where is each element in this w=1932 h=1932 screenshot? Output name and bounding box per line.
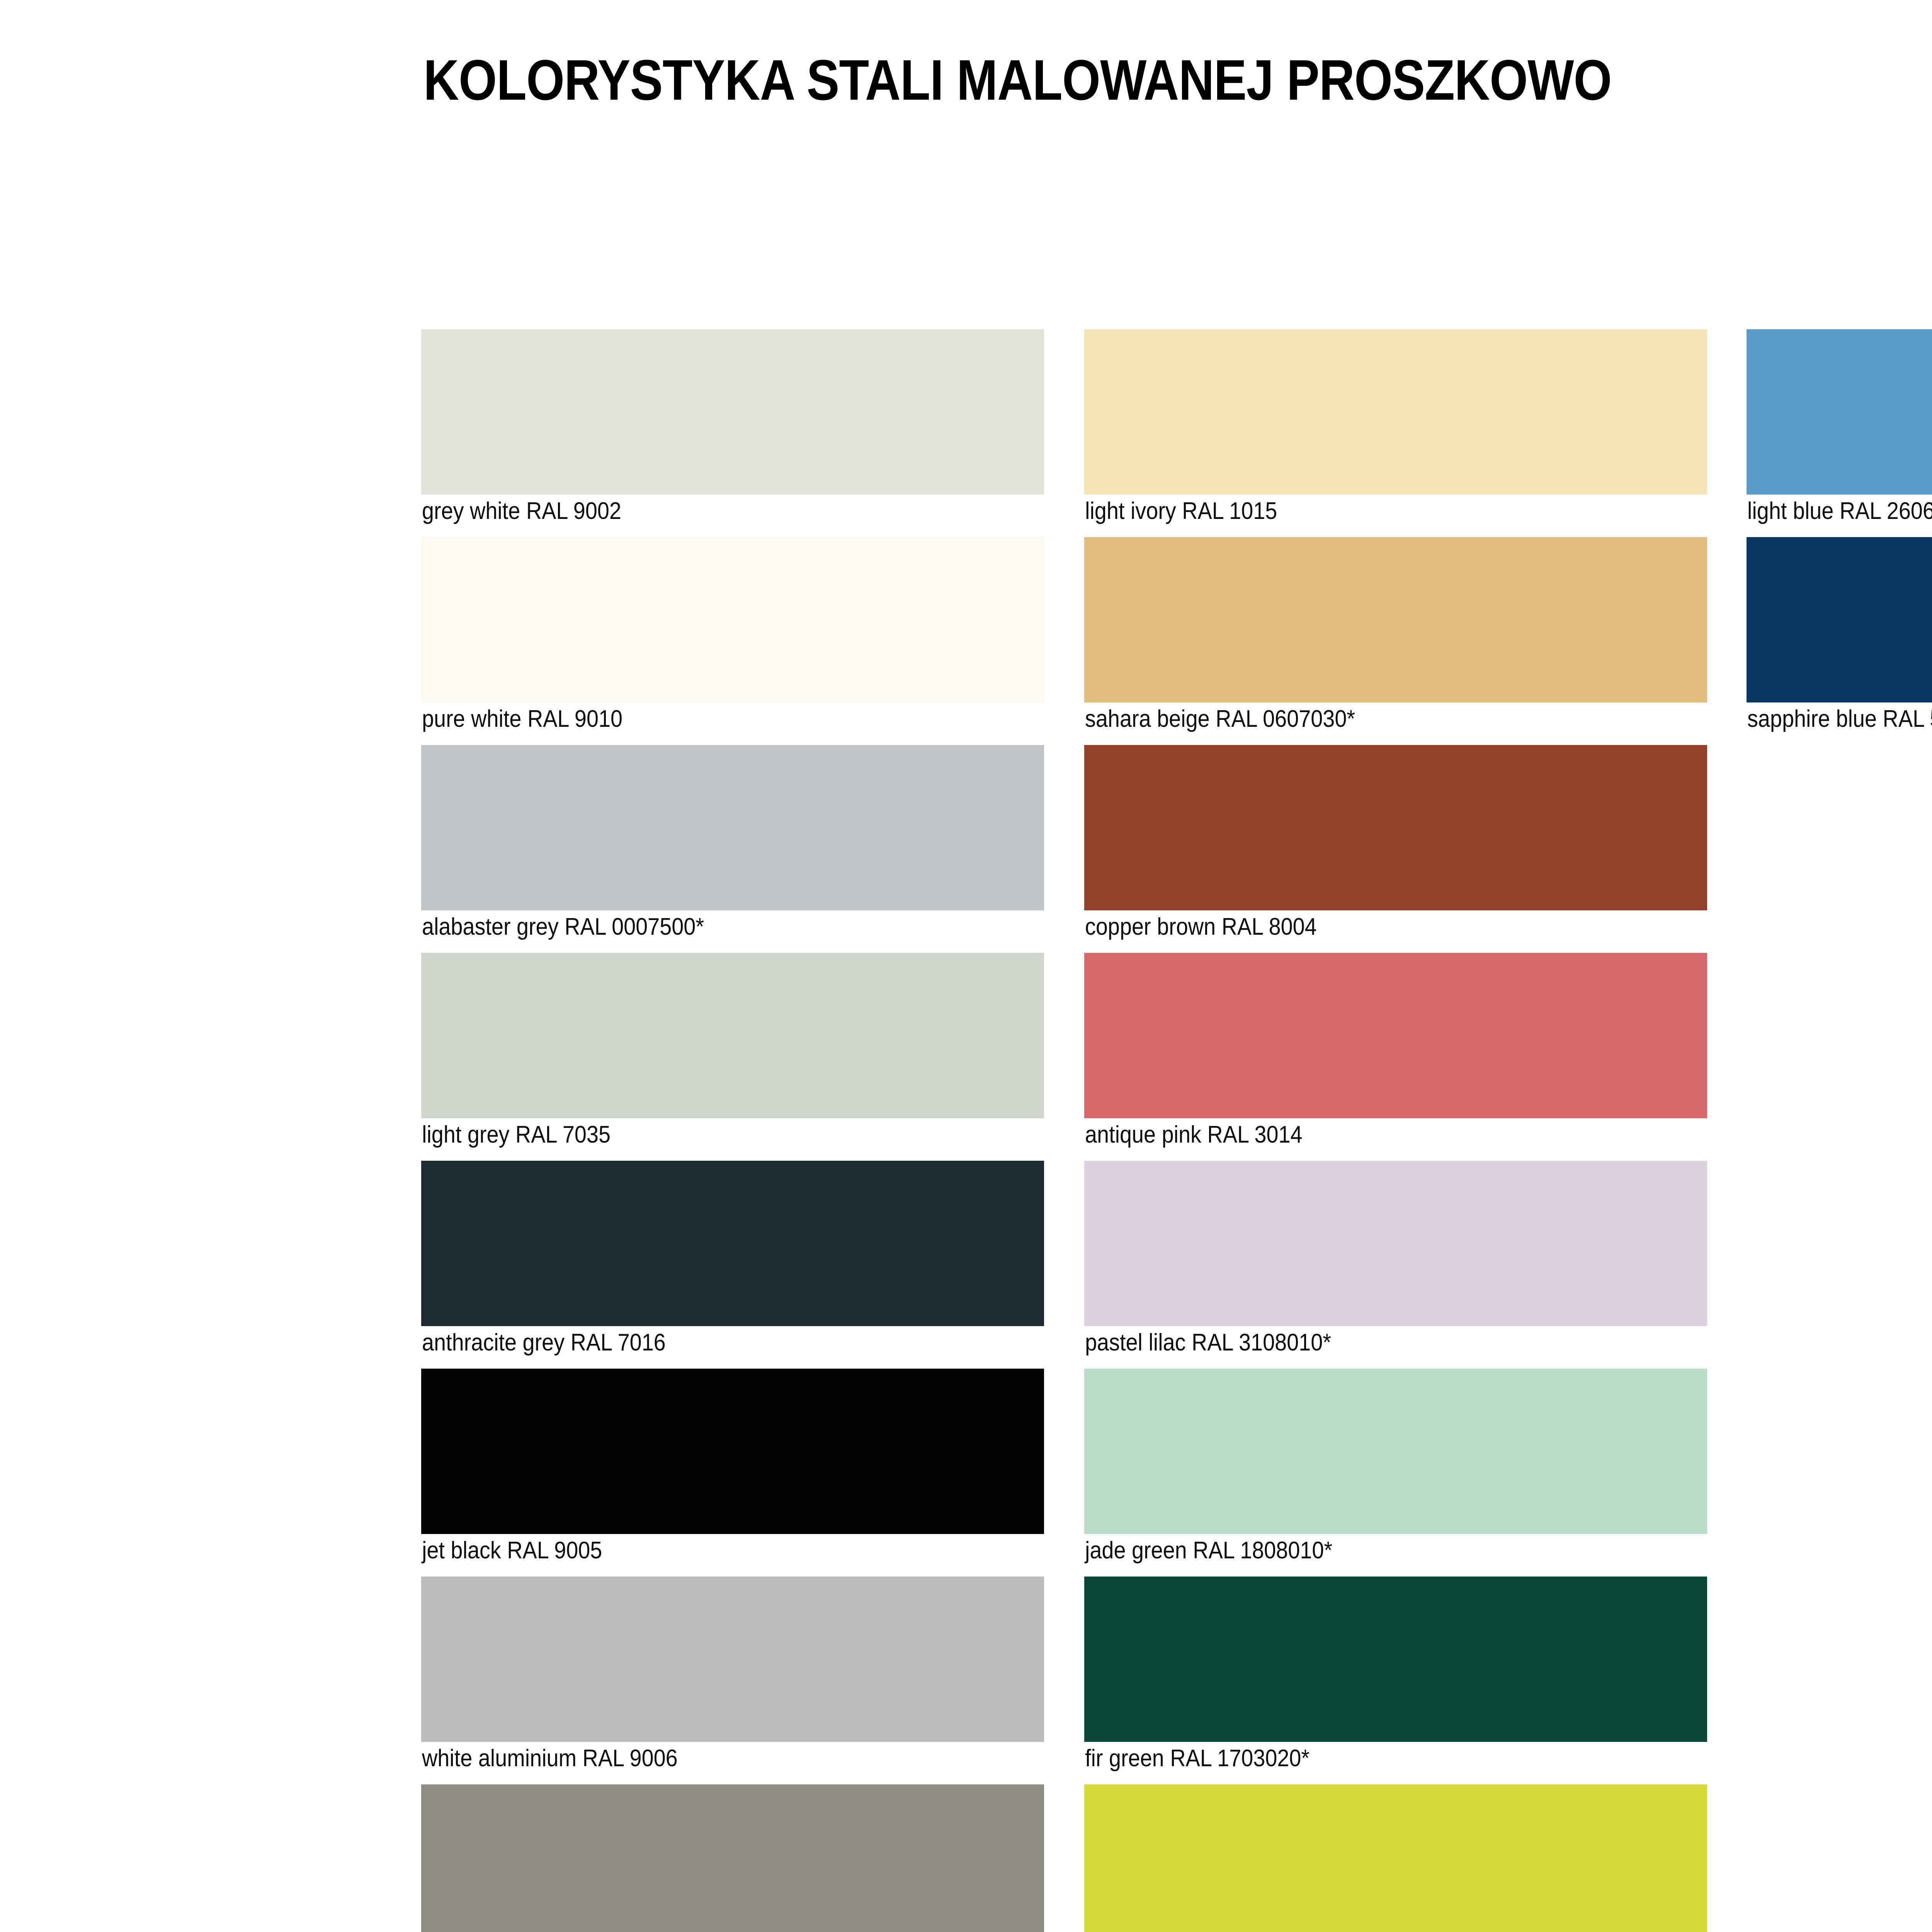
swatch-label: pastel lilac RAL 3108010* bbox=[1085, 1329, 1331, 1356]
color-chip[interactable] bbox=[1747, 329, 1932, 495]
swatch-item[interactable]: fir green RAL 1703020* bbox=[1084, 1577, 1707, 1784]
page-title: KOLORYSTYKA STALI MALOWANEJ PROSZKOWO bbox=[423, 48, 1612, 112]
swatch-label: pure white RAL 9010 bbox=[422, 706, 623, 732]
color-chip[interactable] bbox=[421, 1369, 1044, 1534]
swatch-item[interactable]: sahara beige RAL 0607030* bbox=[1084, 537, 1707, 745]
swatch-item[interactable]: pure white RAL 9010 bbox=[421, 537, 1044, 745]
swatch-item[interactable]: pastel lilac RAL 3108010* bbox=[1084, 1161, 1707, 1369]
swatch-label: alabaster grey RAL 0007500* bbox=[422, 913, 704, 940]
color-chip[interactable] bbox=[421, 953, 1044, 1118]
swatch-column-1: grey white RAL 9002 pure white RAL 9010 … bbox=[421, 329, 1044, 1932]
swatch-label: sahara beige RAL 0607030* bbox=[1085, 706, 1355, 732]
swatch-label: antique pink RAL 3014 bbox=[1085, 1121, 1303, 1148]
swatch-label: fir green RAL 1703020* bbox=[1085, 1745, 1310, 1772]
swatch-item[interactable]: antique pink RAL 3014 bbox=[1084, 953, 1707, 1161]
swatch-item[interactable]: anthracite grey RAL 7016 bbox=[421, 1161, 1044, 1369]
color-chip[interactable] bbox=[1084, 537, 1707, 702]
swatch-label: grey white RAL 9002 bbox=[422, 498, 621, 524]
swatch-column-3: light blue RAL 2606030* sapphire blue RA… bbox=[1747, 329, 1932, 745]
color-chip[interactable] bbox=[1084, 745, 1707, 910]
color-chip[interactable] bbox=[1084, 1784, 1707, 1932]
color-chip[interactable] bbox=[421, 1577, 1044, 1742]
swatch-label: sapphire blue RAL 5003 bbox=[1747, 706, 1932, 732]
swatch-label: light ivory RAL 1015 bbox=[1085, 498, 1277, 524]
swatch-item[interactable]: light ivory RAL 1015 bbox=[1084, 329, 1707, 537]
swatch-item[interactable]: lemon green RAL 1008060* bbox=[1084, 1784, 1707, 1932]
color-chip[interactable] bbox=[1084, 1161, 1707, 1326]
color-chip[interactable] bbox=[421, 1161, 1044, 1326]
color-chip[interactable] bbox=[421, 745, 1044, 910]
swatch-item[interactable]: jade green RAL 1808010* bbox=[1084, 1369, 1707, 1577]
swatch-item[interactable]: light blue RAL 2606030* bbox=[1747, 329, 1932, 537]
color-chip[interactable] bbox=[1084, 953, 1707, 1118]
color-chip[interactable] bbox=[1084, 329, 1707, 495]
swatch-item[interactable]: jet black RAL 9005 bbox=[421, 1369, 1044, 1577]
swatch-item[interactable]: sapphire blue RAL 5003 bbox=[1747, 537, 1932, 745]
swatch-item[interactable]: white aluminium RAL 9006 bbox=[421, 1577, 1044, 1784]
color-chip[interactable] bbox=[1747, 537, 1932, 702]
swatch-label: jade green RAL 1808010* bbox=[1085, 1537, 1333, 1564]
color-chip[interactable] bbox=[421, 537, 1044, 702]
swatch-item[interactable]: light grey RAL 7035 bbox=[421, 953, 1044, 1161]
swatch-label: white aluminium RAL 9006 bbox=[422, 1745, 678, 1772]
color-chip[interactable] bbox=[421, 329, 1044, 495]
color-chip[interactable] bbox=[1084, 1369, 1707, 1534]
swatch-label: light grey RAL 7035 bbox=[422, 1121, 611, 1148]
swatch-label: anthracite grey RAL 7016 bbox=[422, 1329, 666, 1356]
swatch-label: jet black RAL 9005 bbox=[422, 1537, 602, 1564]
swatch-column-2: light ivory RAL 1015 sahara beige RAL 06… bbox=[1084, 329, 1707, 1932]
swatch-item[interactable]: grey white RAL 9002 bbox=[421, 329, 1044, 537]
color-chip[interactable] bbox=[1084, 1577, 1707, 1742]
swatch-label: copper brown RAL 8004 bbox=[1085, 913, 1317, 940]
swatch-label: light blue RAL 2606030* bbox=[1747, 498, 1932, 524]
color-chip[interactable] bbox=[421, 1784, 1044, 1932]
swatch-item[interactable]: grey aluminium RAL 9007 bbox=[421, 1784, 1044, 1932]
swatch-item[interactable]: copper brown RAL 8004 bbox=[1084, 745, 1707, 953]
swatch-item[interactable]: alabaster grey RAL 0007500* bbox=[421, 745, 1044, 953]
